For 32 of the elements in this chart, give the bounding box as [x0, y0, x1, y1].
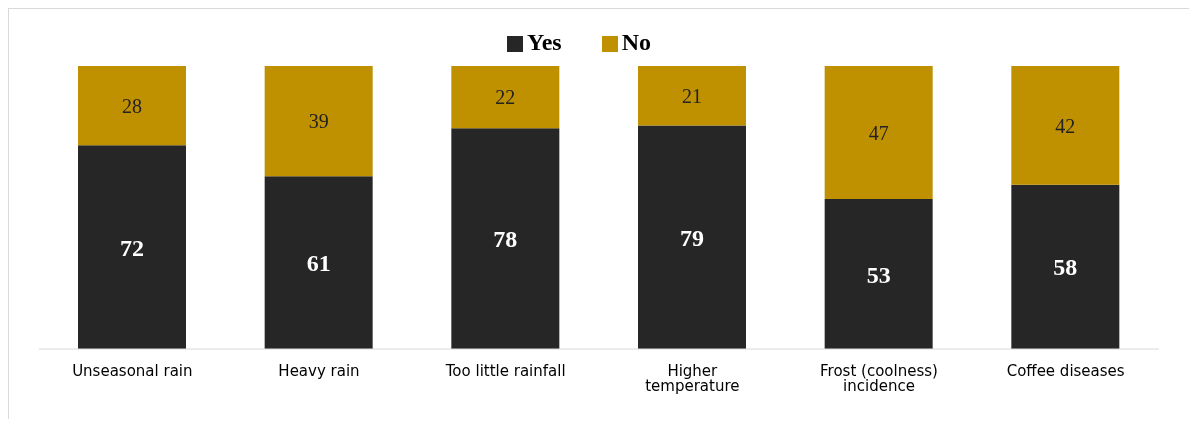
data-label: 58 — [1053, 254, 1078, 281]
bar — [78, 145, 186, 349]
bar — [451, 128, 560, 349]
bar — [638, 66, 746, 126]
bar — [824, 199, 933, 349]
data-label: 78 — [493, 226, 518, 253]
data-label: 28 — [122, 94, 142, 117]
data-label: 79 — [680, 224, 704, 251]
bar — [264, 176, 373, 349]
x-tick-label: Too little rainfall — [444, 361, 566, 380]
data-label: 72 — [120, 234, 144, 261]
bar — [451, 66, 560, 129]
data-label: 39 — [308, 110, 329, 133]
bar — [1011, 66, 1120, 185]
data-label: 53 — [866, 261, 891, 288]
data-label: 21 — [682, 84, 702, 107]
x-tick-label: Unseasonal rain — [72, 361, 193, 380]
x-tick-label: Frost (coolness) incidence — [820, 361, 938, 395]
data-label: 22 — [495, 86, 516, 109]
legend-label: No — [621, 29, 651, 55]
x-tick-label: Coffee diseases — [1006, 361, 1125, 380]
data-label: 47 — [868, 121, 889, 144]
bar — [264, 66, 373, 177]
bar — [638, 125, 746, 349]
bar — [824, 66, 933, 200]
bar — [78, 66, 186, 146]
legend-label: Yes — [526, 29, 562, 55]
data-label: 61 — [306, 250, 331, 277]
data-label: 42 — [1055, 114, 1076, 137]
bar — [1011, 184, 1120, 349]
x-tick-label: Higher temperature — [645, 361, 740, 395]
x-tick-label: Heavy rain — [278, 361, 360, 380]
